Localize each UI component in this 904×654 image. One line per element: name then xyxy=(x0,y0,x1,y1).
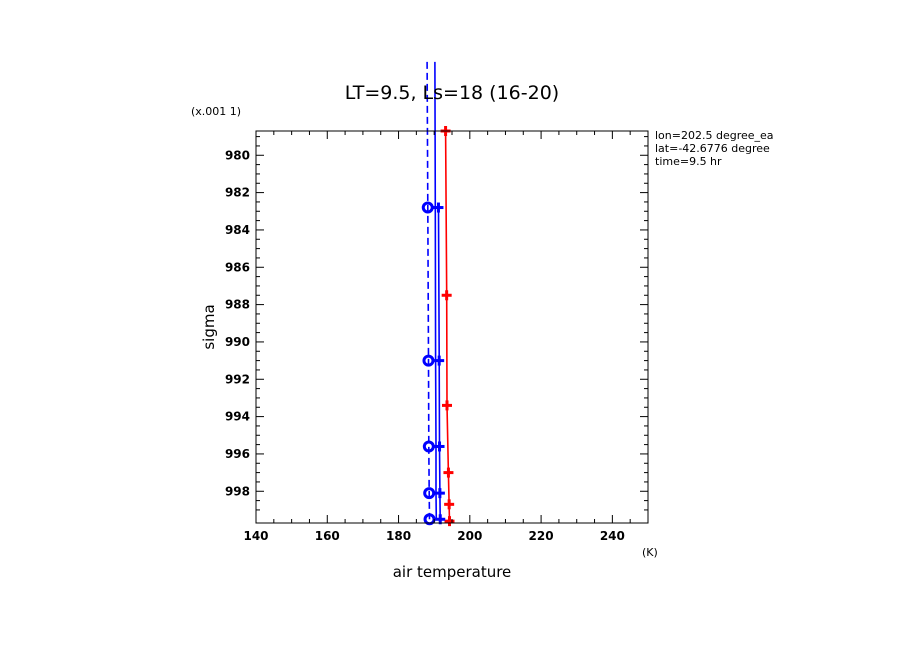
series-0-marker xyxy=(444,499,455,510)
y-tick-label: 982 xyxy=(225,186,250,200)
y-scale-note: (x.001 1) xyxy=(191,105,241,118)
series-1-marker xyxy=(434,355,445,366)
y-tick-label: 994 xyxy=(225,410,250,424)
chart-title: LT=9.5, Ls=18 (16-20) xyxy=(345,82,559,104)
series-line-0 xyxy=(444,130,451,522)
series-0-marker xyxy=(443,467,454,478)
series-0-marker xyxy=(444,516,455,527)
tick-labels: 140 160 180 200 220 240 980 982 984 986 988 990 992 9… xyxy=(225,148,625,543)
series-3-marker xyxy=(423,487,436,500)
y-tick-label: 986 xyxy=(225,260,250,274)
x-tick-label: 140 xyxy=(243,529,268,543)
y-tick-label: 988 xyxy=(225,298,250,312)
y-axis-label: sigma xyxy=(200,304,218,349)
x-tick-label: 200 xyxy=(457,529,482,543)
x-tick-label: 220 xyxy=(529,529,554,543)
x-tick-label: 160 xyxy=(315,529,340,543)
annotation-time: time=9.5 hr xyxy=(655,155,722,168)
y-tick-label: 984 xyxy=(225,223,250,237)
y-tick-label: 996 xyxy=(225,447,250,461)
series-3-marker xyxy=(421,201,434,214)
series-3-marker xyxy=(422,440,435,453)
x-axis-label: air temperature xyxy=(393,563,512,581)
x-tick-label: 240 xyxy=(600,529,625,543)
y-tick-label: 998 xyxy=(225,484,250,498)
series-1-marker xyxy=(433,202,444,213)
x-tick-label: 180 xyxy=(386,529,411,543)
y-tick-label: 990 xyxy=(225,335,250,349)
plot-frame xyxy=(255,130,649,524)
series-1-marker xyxy=(434,488,445,499)
x-axis-units: (K) xyxy=(642,546,658,559)
axis-ticks xyxy=(255,131,648,523)
series-0-marker xyxy=(441,290,452,301)
series-3-marker xyxy=(422,354,435,367)
series-line-2 xyxy=(434,61,438,520)
series-0-marker xyxy=(442,400,453,411)
annotation-lat: lat=-42.6776 degree xyxy=(655,142,770,155)
series-1-marker xyxy=(434,441,445,452)
annotation-lon: lon=202.5 degree_ea xyxy=(655,129,774,142)
y-tick-label: 992 xyxy=(225,372,250,386)
y-tick-label: 980 xyxy=(225,148,250,162)
series-markers xyxy=(421,126,455,527)
